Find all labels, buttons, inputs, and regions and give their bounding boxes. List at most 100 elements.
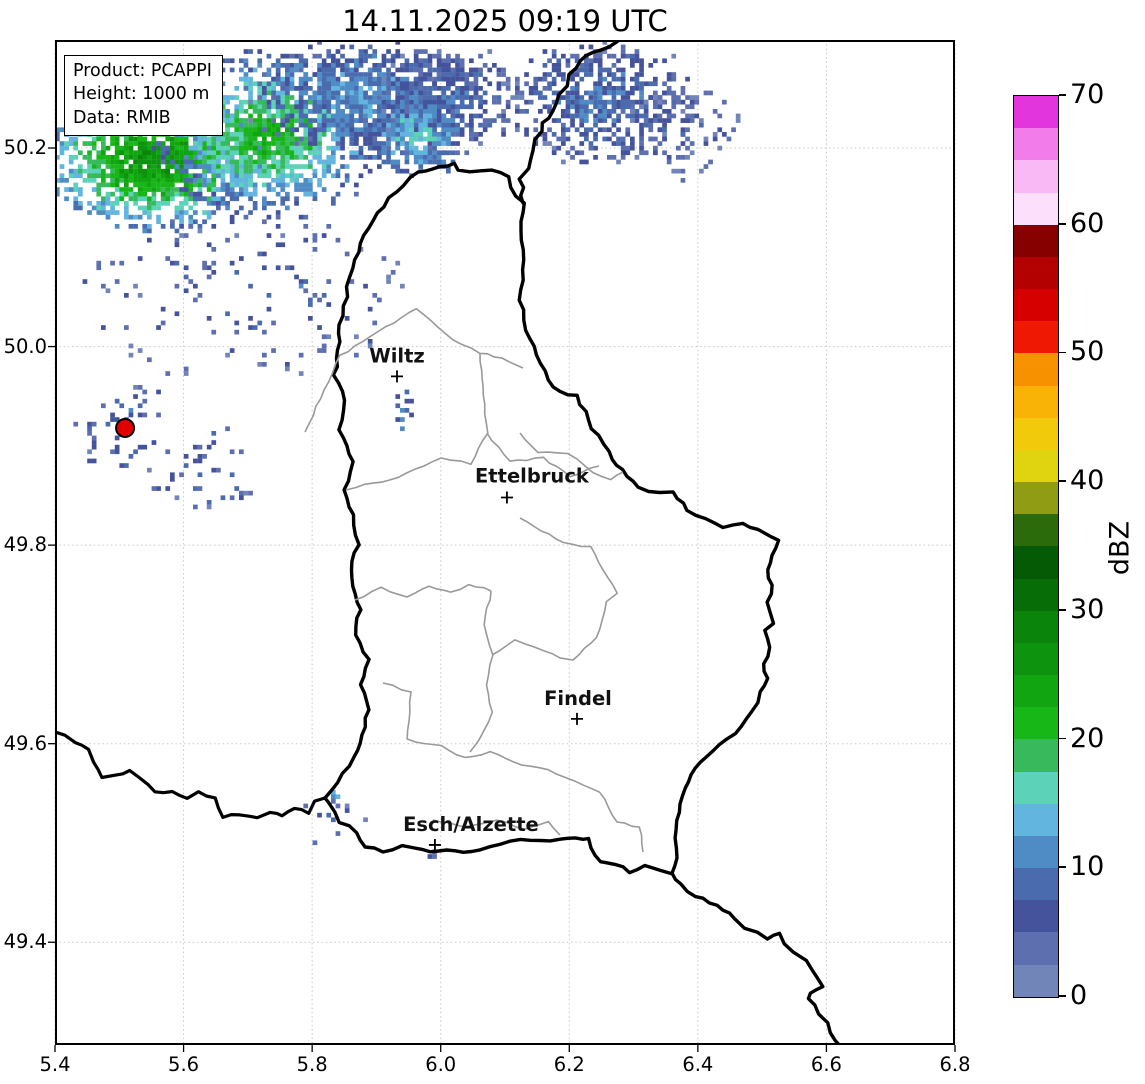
district-border xyxy=(519,432,624,481)
colorbar-band xyxy=(1014,675,1058,708)
map-canvas: Wiltz Ettelbruck Findel Esch/Alzette xyxy=(48,40,956,1052)
colorbar-band xyxy=(1014,385,1058,418)
colorbar-tick-label: 30 xyxy=(1070,593,1105,625)
colorbar-tick-label: 40 xyxy=(1070,465,1105,497)
district-borders xyxy=(304,307,644,853)
colorbar-band xyxy=(1014,964,1058,997)
district-border xyxy=(486,432,600,478)
colorbar-tick-mark xyxy=(1059,866,1066,869)
colorbar-band xyxy=(1014,642,1058,676)
colorbar-tick-label: 50 xyxy=(1070,336,1105,368)
colorbar-tick-label: 60 xyxy=(1070,207,1105,239)
colorbar-tick-mark xyxy=(1059,351,1066,354)
colorbar-axis-label: dBZ xyxy=(1104,520,1136,576)
colorbar-tick-mark xyxy=(1059,995,1066,997)
colorbar-band xyxy=(1014,321,1058,354)
colorbar-band xyxy=(1014,128,1058,161)
city-label: Esch/Alzette xyxy=(403,813,539,836)
colorbar-band xyxy=(1014,289,1058,322)
district-border xyxy=(354,583,492,601)
y-tick-label: 50.2 xyxy=(3,136,47,159)
x-tick-label: 6.4 xyxy=(682,1053,714,1076)
luxembourg-outline xyxy=(323,161,781,876)
france-belgium-border xyxy=(55,730,327,820)
district-border xyxy=(345,457,442,491)
y-tick-label: 49.8 xyxy=(3,533,47,557)
dbz-colorbar xyxy=(1013,95,1059,998)
city-findel: Findel xyxy=(544,687,612,725)
moselle-border xyxy=(670,871,842,1045)
city-plus-marker xyxy=(428,838,441,851)
y-tick-label: 49.6 xyxy=(3,731,47,755)
colorbar-band xyxy=(1014,160,1058,193)
colorbar-tick-label: 20 xyxy=(1070,722,1105,754)
colorbar-band xyxy=(1014,353,1058,386)
district-border xyxy=(304,307,524,433)
colorbar-band xyxy=(1014,707,1058,740)
colorbar-tick-label: 70 xyxy=(1070,79,1105,110)
info-data-line: Data: RMIB xyxy=(73,107,171,128)
colorbar-band xyxy=(1014,610,1058,643)
colorbar-tick-label: 10 xyxy=(1070,851,1105,883)
colorbar-band xyxy=(1014,449,1058,483)
y-tick-label: 50.0 xyxy=(3,334,47,358)
x-tick-label: 5.4 xyxy=(39,1053,71,1076)
colorbar-band xyxy=(1014,224,1058,257)
our-river-border xyxy=(517,40,622,205)
colorbar-band xyxy=(1014,771,1058,804)
colorbar-band xyxy=(1014,578,1058,611)
colorbar-tick-mark xyxy=(1059,222,1066,225)
x-tick-label: 5.8 xyxy=(296,1053,328,1076)
colorbar-band xyxy=(1014,739,1058,772)
colorbar-tick-mark xyxy=(1059,94,1066,96)
colorbar-tick-mark xyxy=(1059,480,1066,482)
figure-title: 14.11.2025 09:19 UTC xyxy=(342,4,668,38)
colorbar-band xyxy=(1014,96,1058,129)
city-label: Wiltz xyxy=(369,344,425,367)
colorbar-band xyxy=(1014,482,1058,515)
colorbar-tick-label: 0 xyxy=(1070,980,1088,1011)
city-label: Ettelbruck xyxy=(475,464,590,487)
product-info-box: Product: PCAPPI Height: 1000 m Data: RMI… xyxy=(64,55,223,136)
colorbar-band xyxy=(1014,256,1058,290)
x-tick-label: 6.0 xyxy=(425,1053,457,1076)
city-plus-marker xyxy=(391,370,403,383)
info-product-line: Product: PCAPPI xyxy=(73,61,212,81)
colorbar-tick-mark xyxy=(1059,737,1066,740)
x-tick-label: 6.2 xyxy=(553,1053,585,1076)
city-wiltz: Wiltz xyxy=(369,344,425,383)
city-plus-marker xyxy=(500,491,513,504)
city-ettelbruck: Ettelbruck xyxy=(475,464,590,504)
district-border xyxy=(491,517,618,661)
city-label: Findel xyxy=(544,687,612,710)
colorbar-tick-mark xyxy=(1059,609,1066,611)
colorbar-band xyxy=(1014,900,1058,933)
colorbar-band xyxy=(1014,835,1058,869)
city-markers: Wiltz Ettelbruck Findel Esch/Alzette xyxy=(369,344,612,851)
district-border xyxy=(440,352,489,466)
colorbar-band xyxy=(1014,192,1058,225)
axis-tick-marks xyxy=(48,147,956,1052)
radar-echo-layer xyxy=(55,40,741,859)
colorbar-band xyxy=(1014,514,1058,547)
colorbar-band xyxy=(1014,932,1058,965)
colorbar-band xyxy=(1014,868,1058,901)
info-height-line: Height: 1000 m xyxy=(73,84,210,105)
colorbar-band xyxy=(1014,803,1058,836)
plot-frame xyxy=(55,40,955,1045)
x-tick-label: 6.6 xyxy=(810,1053,842,1076)
x-tick-label: 6.8 xyxy=(939,1053,971,1076)
country-borders xyxy=(55,40,842,1045)
colorbar-band xyxy=(1014,546,1058,579)
x-tick-label: 5.6 xyxy=(168,1053,200,1076)
city-esch-alzette: Esch/Alzette xyxy=(403,813,539,851)
y-tick-label: 49.4 xyxy=(3,930,47,954)
city-plus-marker xyxy=(571,712,583,725)
district-border xyxy=(382,682,644,853)
district-border xyxy=(469,590,494,753)
radar-site-dot xyxy=(115,417,136,438)
district-border xyxy=(432,819,561,836)
map-plot-area: Wiltz Ettelbruck Findel Esch/Alzette Produc… xyxy=(48,40,956,1052)
colorbar-band xyxy=(1014,417,1058,450)
